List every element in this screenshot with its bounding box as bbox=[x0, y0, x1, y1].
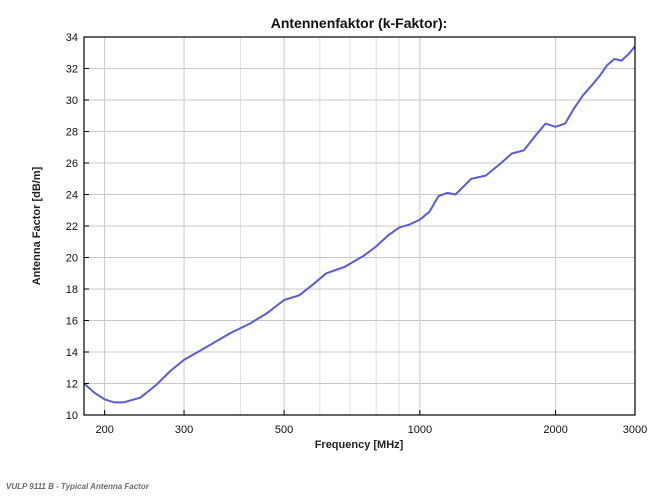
x-tick-label: 1000 bbox=[408, 424, 432, 436]
y-tick-label: 30 bbox=[66, 95, 78, 107]
y-tick-label: 16 bbox=[66, 316, 78, 328]
y-tick-label: 26 bbox=[66, 158, 78, 170]
y-axis-label: Antenna Factor [dB/m] bbox=[31, 166, 43, 285]
x-tick-label: 200 bbox=[95, 424, 113, 436]
grid-lines bbox=[84, 36, 636, 416]
figure-caption: VULP 9111 B - Typical Antenna Factor bbox=[6, 482, 149, 491]
series-layer bbox=[83, 45, 636, 404]
x-tick-label: 3000 bbox=[623, 424, 647, 436]
y-tick-label: 28 bbox=[66, 127, 78, 139]
y-tick-label: 22 bbox=[66, 221, 78, 233]
x-tick-label: 2000 bbox=[543, 424, 567, 436]
y-tick-label: 20 bbox=[66, 253, 78, 265]
y-tick-label: 24 bbox=[66, 190, 78, 202]
y-tick-label: 18 bbox=[66, 284, 78, 296]
y-tick-label: 12 bbox=[66, 379, 78, 391]
antenna-factor-series-line bbox=[83, 45, 636, 404]
y-tick-label: 14 bbox=[66, 347, 78, 359]
axis-ticks bbox=[84, 36, 636, 416]
x-axis-label: Frequency [MHz] bbox=[315, 439, 404, 451]
antenna-factor-chart: Antennenfaktor (k-Faktor): Frequency [MH… bbox=[31, 15, 647, 451]
x-tick-label: 500 bbox=[275, 424, 293, 436]
y-tick-label: 10 bbox=[66, 410, 78, 422]
y-tick-label: 34 bbox=[66, 32, 78, 44]
y-tick-label: 32 bbox=[66, 64, 78, 76]
x-tick-label: 300 bbox=[175, 424, 193, 436]
chart-title: Antennenfaktor (k-Faktor): bbox=[271, 15, 448, 31]
